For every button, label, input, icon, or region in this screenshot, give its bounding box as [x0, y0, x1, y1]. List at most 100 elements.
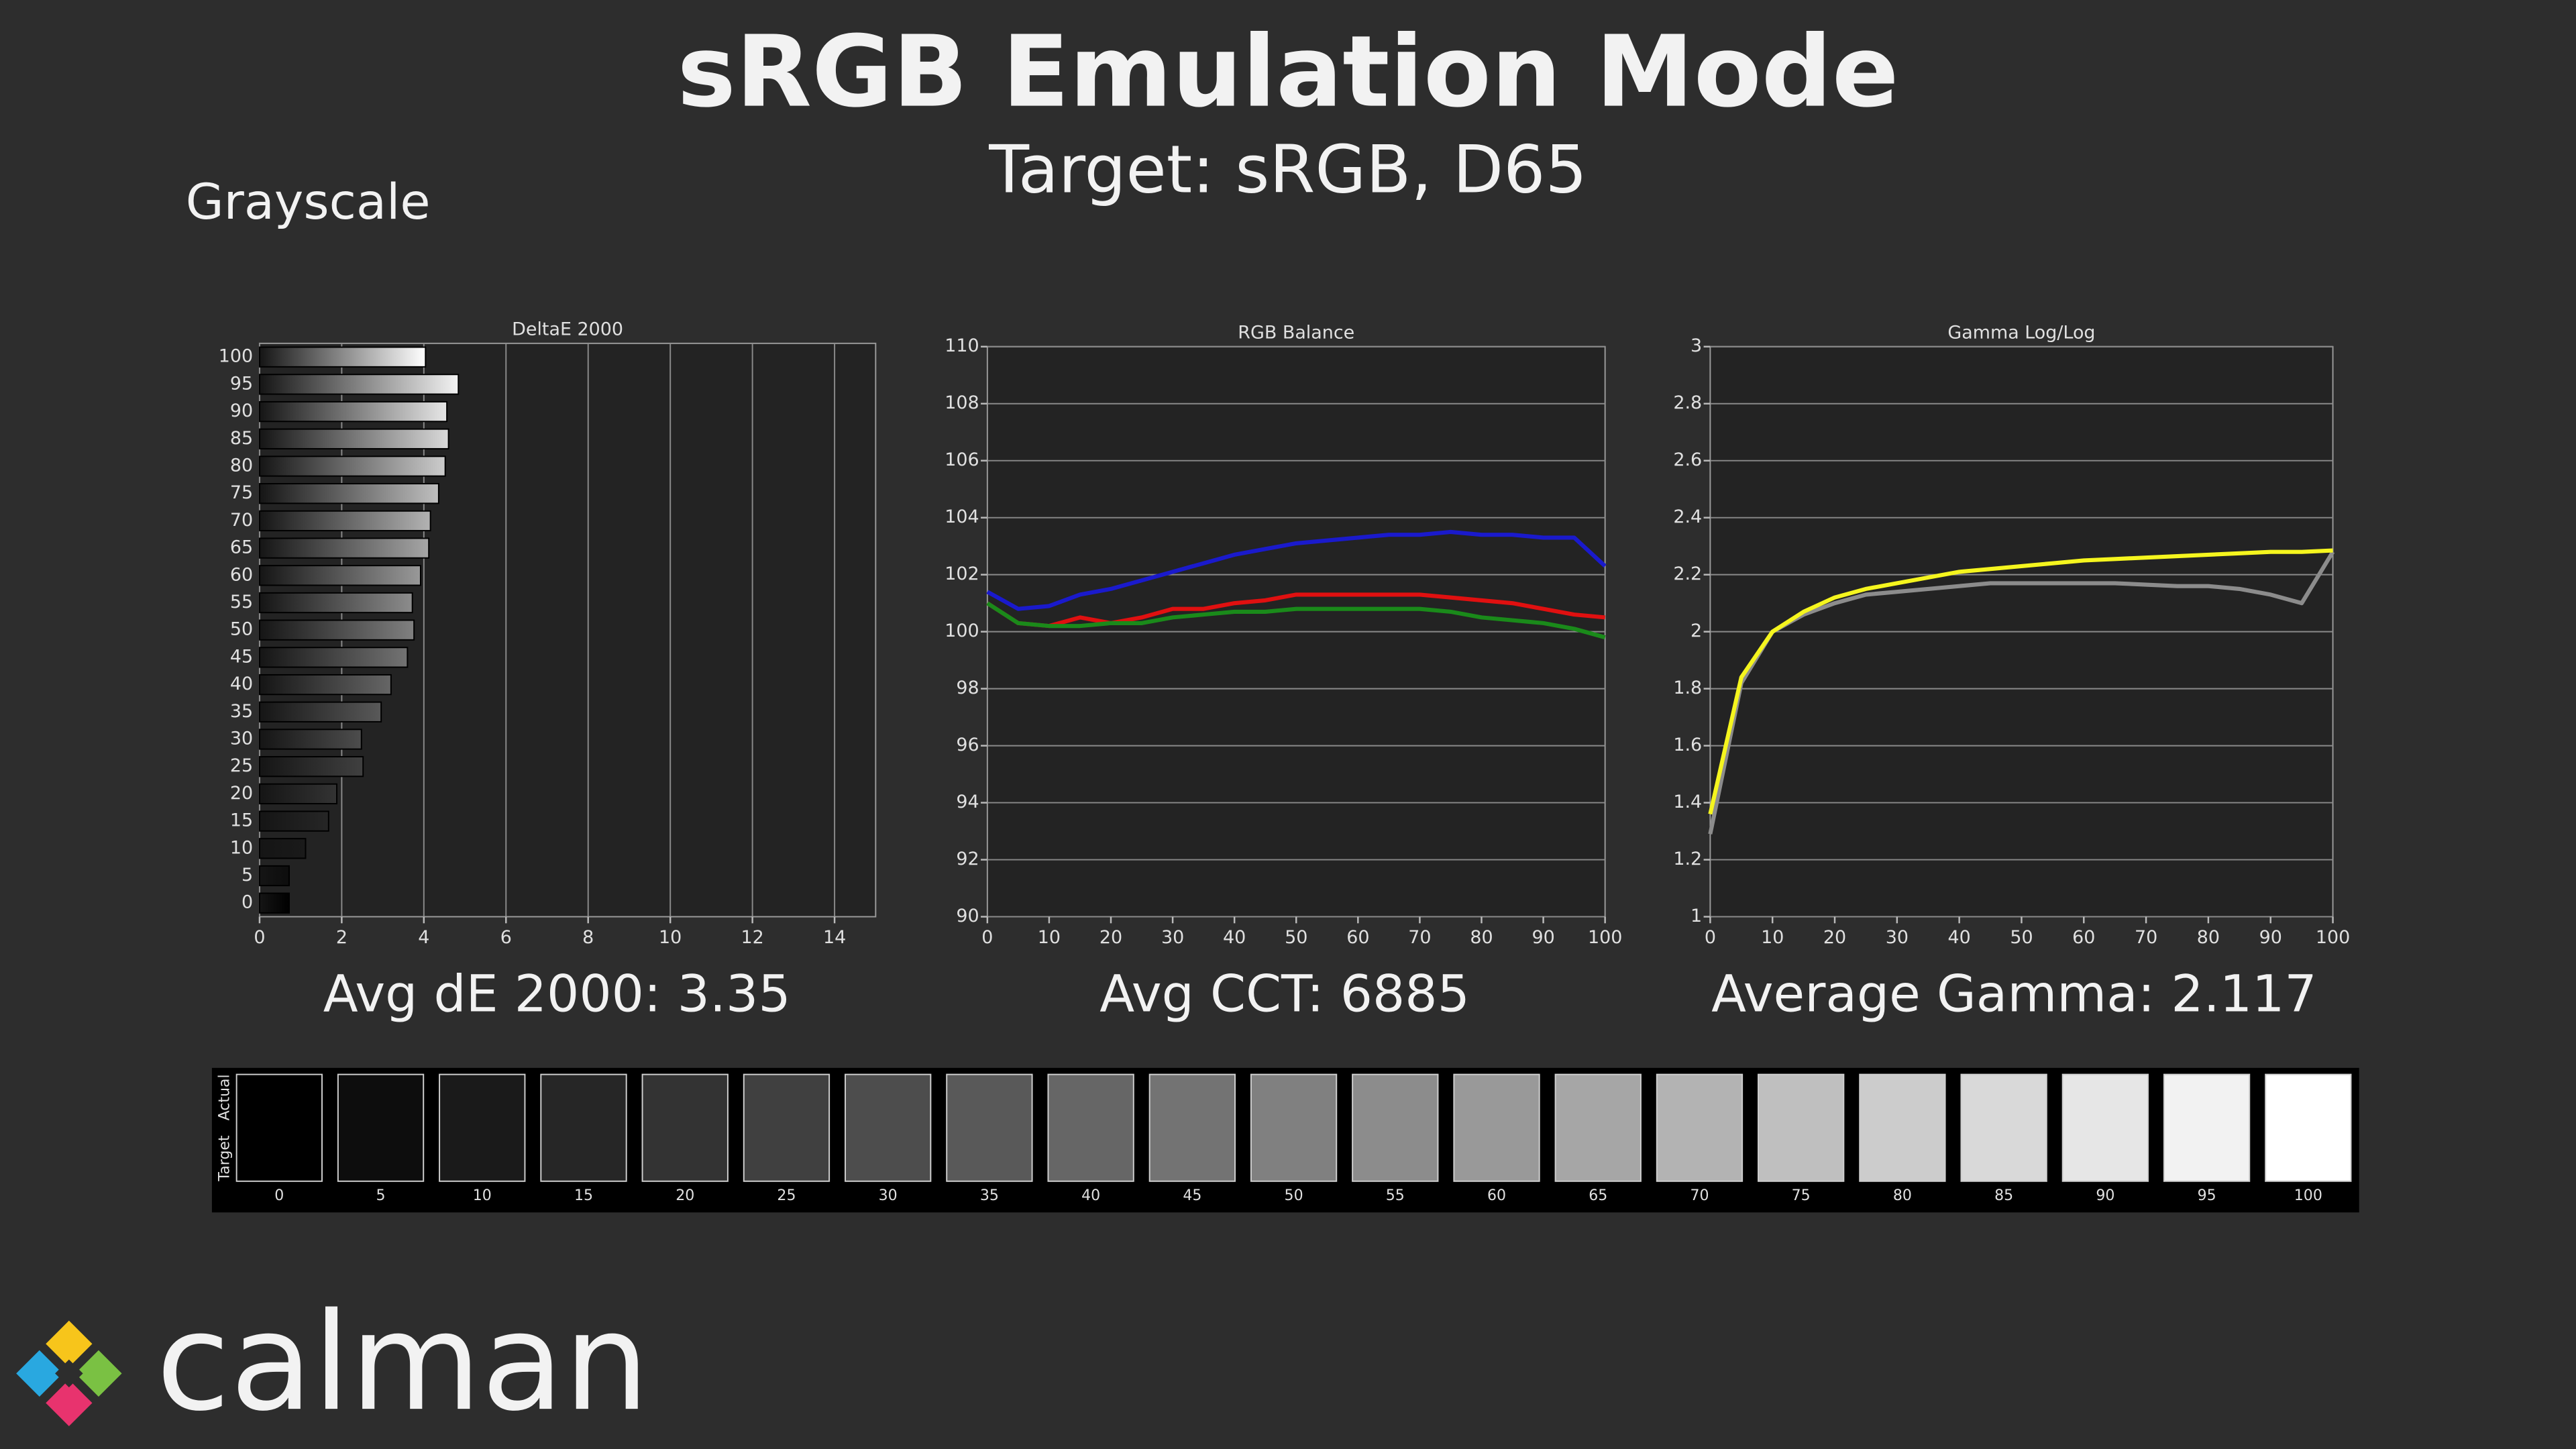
y-tick-label: 50: [230, 619, 253, 640]
y-tick-label: 55: [230, 592, 253, 612]
x-tick-label: 100: [1588, 927, 1622, 948]
bar: [258, 892, 290, 914]
y-tick-label: 10: [230, 837, 253, 858]
swatch: [1047, 1073, 1134, 1182]
x-tick-label: 50: [2010, 927, 2033, 948]
swatch-label: 0: [274, 1187, 284, 1204]
x-tick-label: 80: [1470, 927, 1493, 948]
bar: [258, 674, 392, 696]
y-tick-label: 15: [230, 810, 253, 831]
y-tick-label: 70: [230, 510, 253, 531]
chart-title: Gamma Log/Log: [1947, 323, 2095, 343]
y-tick-label: 65: [230, 537, 253, 558]
swatch-label: 15: [574, 1187, 593, 1204]
bar: [258, 455, 446, 477]
y-tick-label: 95: [230, 373, 253, 394]
y-tick-label: 102: [945, 564, 979, 584]
title: sRGB Emulation Mode: [677, 15, 1898, 129]
x-tick-label: 50: [1285, 927, 1307, 948]
x-tick-label: 4: [418, 927, 429, 948]
y-tick-label: 108: [945, 392, 979, 413]
swatch: [1859, 1073, 1946, 1182]
swatch-label: 5: [376, 1187, 386, 1204]
swatch-label: 95: [2198, 1187, 2216, 1204]
chart-annotation: Average Gamma: 2.117: [1711, 965, 2317, 1024]
swatch-label: 100: [2294, 1187, 2322, 1204]
x-tick-label: 90: [1532, 927, 1554, 948]
x-tick-label: 10: [659, 927, 682, 948]
y-tick-label: 1.8: [1673, 678, 1702, 698]
swatch-label: 10: [473, 1187, 492, 1204]
swatch-label: 60: [1487, 1187, 1506, 1204]
y-tick-label: 60: [230, 564, 253, 585]
swatch: [1554, 1073, 1642, 1182]
x-tick-label: 40: [1223, 927, 1246, 948]
y-tick-label: 80: [230, 455, 253, 476]
y-tick-label: 0: [241, 892, 253, 913]
bar: [258, 346, 427, 368]
x-tick-label: 90: [2259, 927, 2282, 948]
y-tick-label: 2: [1690, 621, 1702, 641]
y-tick-label: 5: [241, 865, 253, 885]
x-tick-label: 70: [2135, 927, 2157, 948]
subtitle: Target: sRGB, D65: [988, 131, 1587, 208]
y-tick-label: 94: [956, 792, 979, 812]
y-tick-label: 2.6: [1673, 449, 1702, 470]
y-tick-label: 96: [956, 735, 979, 755]
x-tick-label: 6: [500, 927, 512, 948]
y-tick-label: 25: [230, 755, 253, 776]
bar: [258, 701, 382, 722]
swatch-row-label: Target: [217, 1135, 233, 1182]
swatch: [337, 1073, 425, 1182]
x-tick-label: 2: [336, 927, 347, 948]
swatch: [439, 1073, 526, 1182]
bar: [258, 619, 415, 641]
y-tick-label: 90: [230, 400, 253, 421]
swatch-label: 85: [1994, 1187, 2013, 1204]
x-tick-label: 60: [2072, 927, 2095, 948]
swatch-label: 70: [1690, 1187, 1709, 1204]
series-line: [986, 529, 1607, 611]
swatch: [540, 1073, 627, 1182]
series-line: [986, 601, 1606, 640]
bar: [258, 537, 430, 559]
chart-annotation: Avg dE 2000: 3.35: [323, 965, 791, 1024]
bar: [258, 838, 307, 859]
swatch-label: 20: [676, 1187, 694, 1204]
swatch-label: 50: [1285, 1187, 1303, 1204]
y-tick-label: 35: [230, 701, 253, 722]
swatch: [946, 1073, 1033, 1182]
swatch: [845, 1073, 932, 1182]
bar: [258, 400, 448, 423]
y-tick-label: 40: [230, 674, 253, 694]
swatch-label: 35: [980, 1187, 999, 1204]
x-tick-label: 80: [2197, 927, 2220, 948]
y-tick-label: 2.2: [1673, 564, 1702, 584]
x-tick-label: 14: [823, 927, 846, 948]
logo-text: calman: [156, 1285, 649, 1441]
bar: [258, 428, 449, 449]
swatch: [2265, 1073, 2352, 1182]
bar: [258, 865, 290, 887]
y-tick-label: 3: [1690, 335, 1702, 356]
x-tick-label: 12: [741, 927, 763, 948]
y-tick-label: 1.6: [1673, 735, 1702, 755]
y-tick-label: 1.2: [1673, 849, 1702, 869]
swatch: [1148, 1073, 1236, 1182]
swatch: [1352, 1073, 1439, 1182]
series-line: [1708, 548, 2333, 815]
x-tick-label: 0: [981, 927, 993, 948]
swatch-label: 40: [1081, 1187, 1100, 1204]
y-tick-label: 98: [956, 678, 979, 698]
swatch: [1960, 1073, 2047, 1182]
x-tick-label: 20: [1823, 927, 1846, 948]
y-tick-label: 20: [230, 783, 253, 804]
series-line: [1708, 551, 2335, 835]
bar: [258, 729, 362, 750]
x-tick-label: 10: [1761, 927, 1784, 948]
swatch-label: 65: [1589, 1187, 1607, 1204]
x-tick-label: 20: [1099, 927, 1122, 948]
y-tick-label: 90: [956, 906, 979, 926]
swatch: [1453, 1073, 1540, 1182]
